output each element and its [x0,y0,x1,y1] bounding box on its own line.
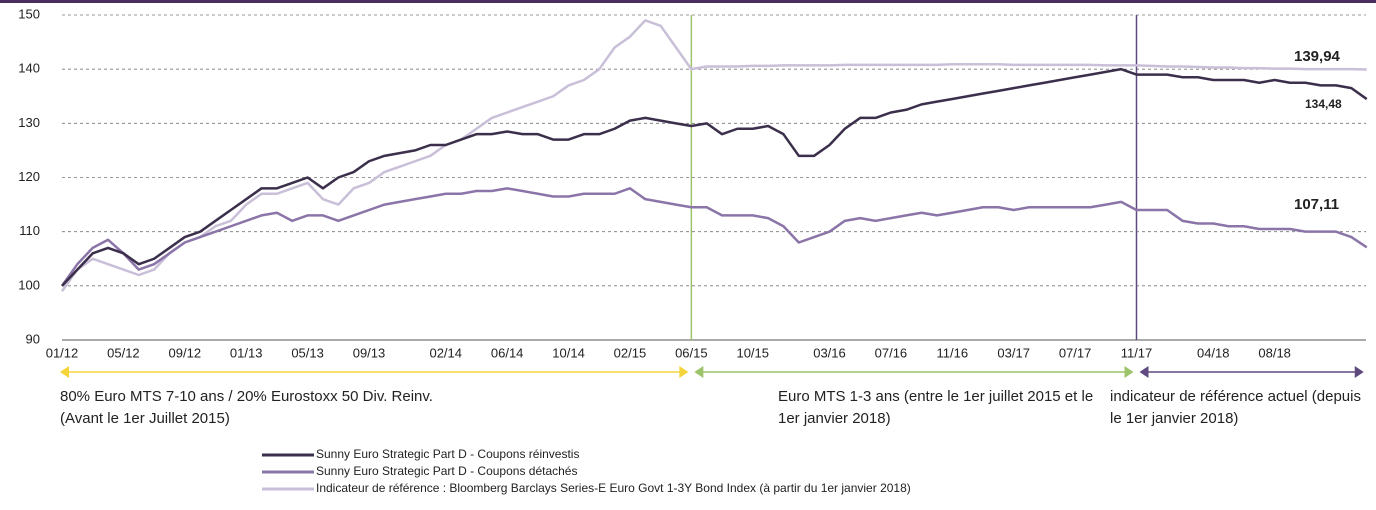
series-line [61,67,1368,287]
x-tick-label: 09/13 [353,345,386,360]
x-tick-label: 10/15 [736,345,769,360]
y-tick-label: 140 [18,61,40,76]
x-tick-label: 03/16 [813,345,846,360]
regime-label: Euro MTS 1-3 ans (entre le 1er juillet 2… [778,388,1094,427]
x-tick-label: 08/18 [1258,345,1291,360]
x-tick-label: 01/13 [230,345,263,360]
series-line [60,187,1368,287]
x-tick-label: 07/16 [875,345,908,360]
legend-label: Sunny Euro Strategic Part D - Coupons ré… [316,447,579,461]
x-tick-label: 06/15 [675,345,708,360]
x-tick-label: 03/17 [997,345,1030,360]
value-label: 139,94 [1294,48,1341,65]
x-tick-label: 01/12 [46,345,79,360]
y-tick-label: 100 [18,277,40,292]
x-tick-label: 05/12 [107,345,140,360]
y-tick-label: 120 [18,169,40,184]
y-tick-label: 90 [26,331,40,346]
y-tick-label: 150 [18,6,40,21]
x-tick-label: 06/14 [491,345,524,360]
series-line [60,19,1367,292]
top-border [0,0,1376,3]
regime-label: indicateur de référence actuel (depuis l… [1110,388,1361,427]
x-tick-label: 07/17 [1059,345,1092,360]
regime-label: 80% Euro MTS 7-10 ans / 20% Eurostoxx 50… [60,388,433,427]
legend-label: Indicateur de référence : Bloomberg Barc… [316,481,911,495]
value-label: 134,48 [1305,97,1342,111]
legend-label: Sunny Euro Strategic Part D - Coupons dé… [316,464,577,478]
x-tick-label: 02/14 [429,345,462,360]
x-tick-label: 11/16 [937,345,969,360]
x-tick-label: 04/18 [1197,345,1230,360]
value-label: 107,11 [1294,196,1339,213]
x-tick-label: 02/15 [614,345,647,360]
x-tick-label: 05/13 [291,345,324,360]
y-tick-label: 110 [19,223,40,238]
x-tick-label: 11/17 [1121,345,1153,360]
y-tick-label: 130 [18,115,40,130]
x-tick-label: 10/14 [552,345,585,360]
x-tick-label: 09/12 [169,345,202,360]
